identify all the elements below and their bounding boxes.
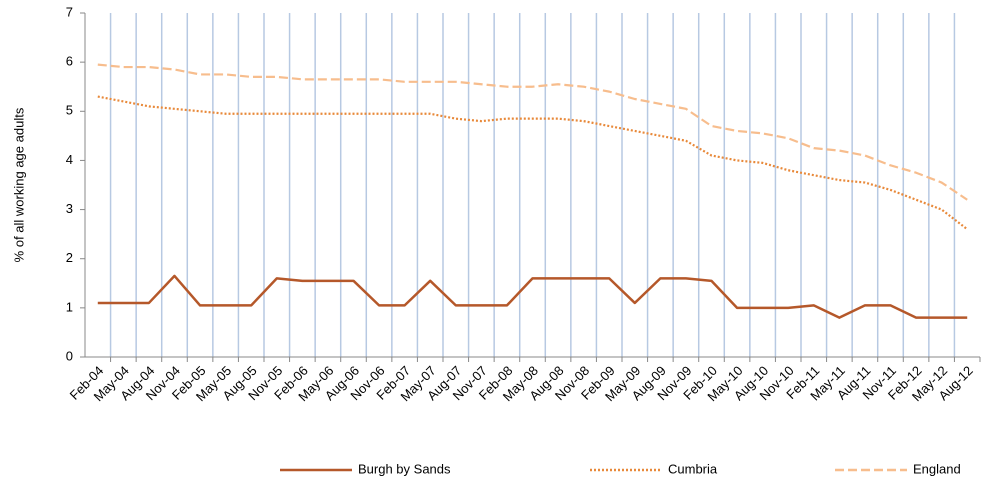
y-tick-label: 6 <box>66 54 73 69</box>
y-tick-label: 7 <box>66 4 73 19</box>
legend-label: Cumbria <box>668 461 718 476</box>
y-tick-label: 2 <box>66 250 73 265</box>
legend-label: Burgh by Sands <box>358 461 451 476</box>
y-tick-label: 0 <box>66 348 73 363</box>
legend-label: England <box>913 461 961 476</box>
y-tick-label: 4 <box>66 152 73 167</box>
y-tick-label: 3 <box>66 201 73 216</box>
line-series <box>97 63 968 201</box>
line-series <box>97 274 968 319</box>
line-series <box>97 95 968 231</box>
y-tick-label: 1 <box>66 299 73 314</box>
y-tick-label: 5 <box>66 103 73 118</box>
y-axis-label: % of all working age adults <box>11 107 26 262</box>
